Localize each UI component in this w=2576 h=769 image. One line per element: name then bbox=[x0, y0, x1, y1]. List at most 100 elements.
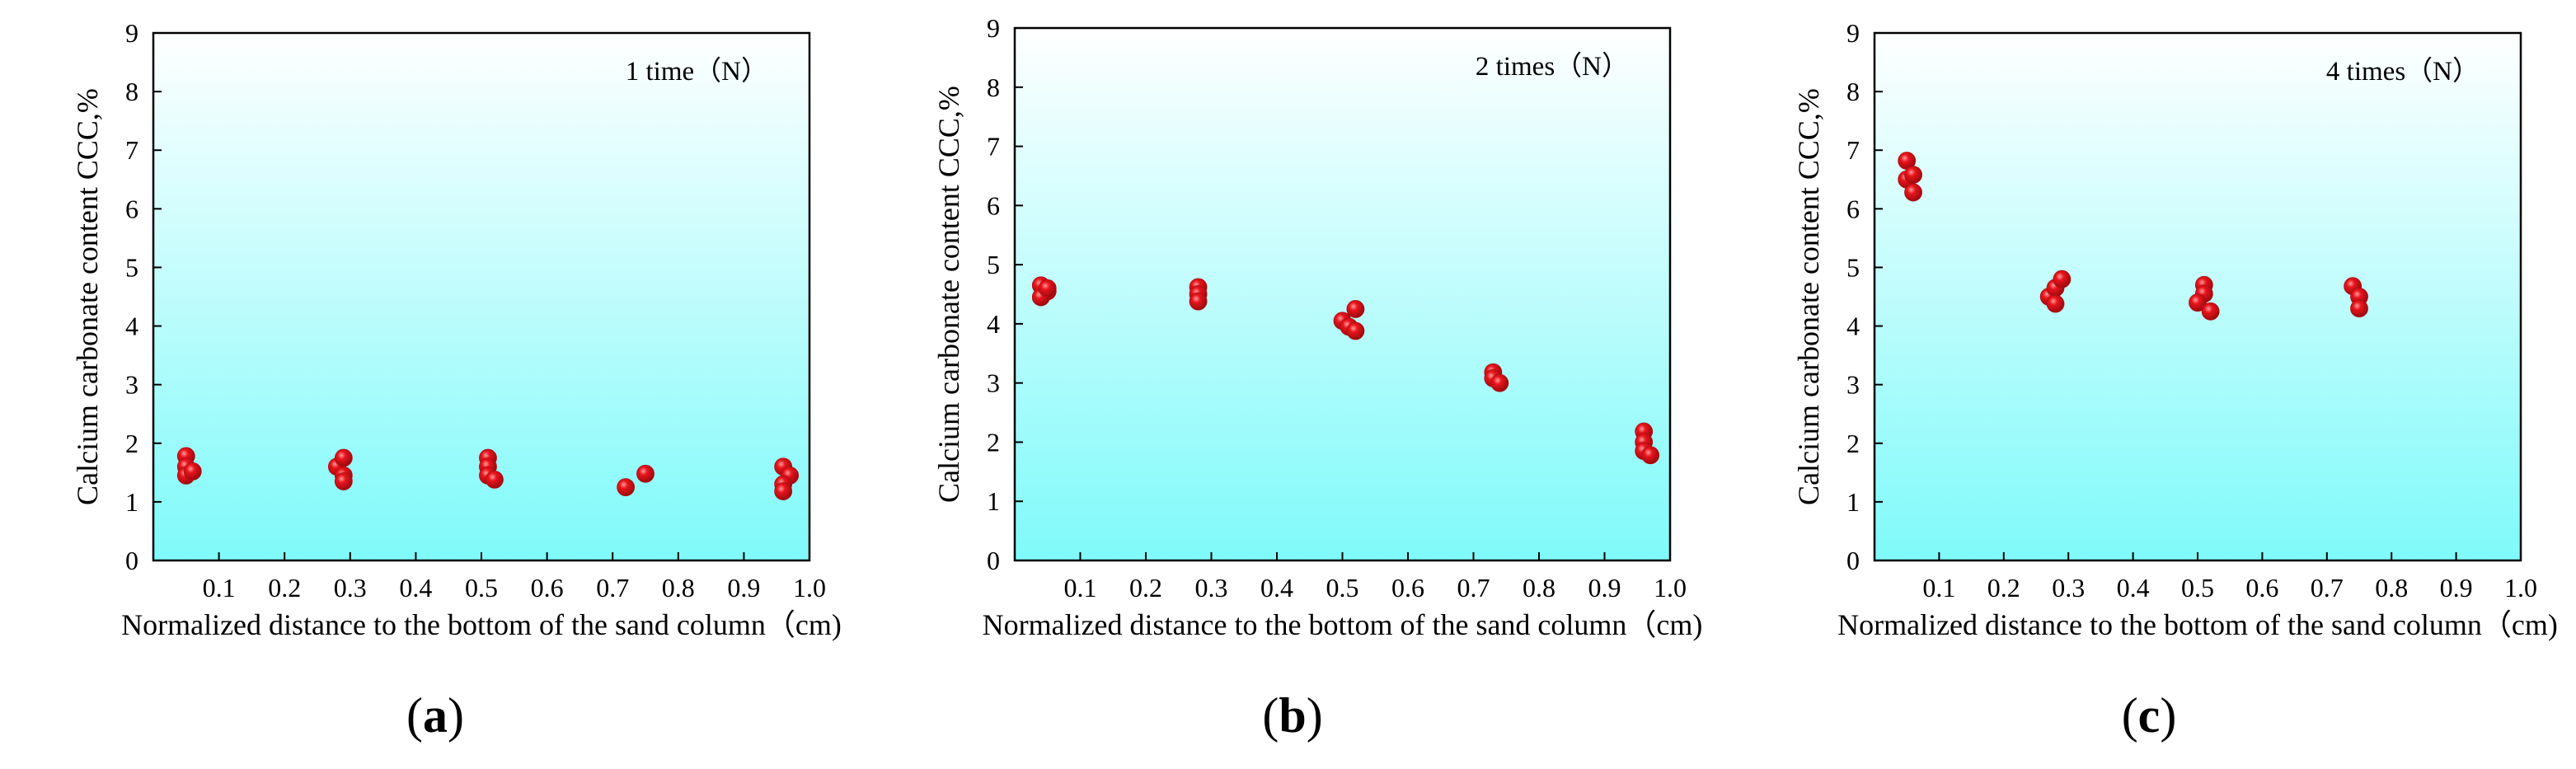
data-point bbox=[1904, 166, 1922, 184]
panel-label: (b) bbox=[1262, 688, 1322, 743]
y-tick-label: 4 bbox=[987, 309, 1000, 339]
x-tick-label: 0.3 bbox=[334, 573, 367, 603]
data-points bbox=[1898, 152, 2368, 321]
panel-c: 0 1 2 3 4 5 6 7 8 9 0.1 0.2 0.3 0.4 0.5 0.6 0.7 0.8 0.9 1.0… bbox=[1792, 18, 2558, 743]
x-axis-ticks: 0.1 0.2 0.3 0.4 0.5 0.6 0.7 0.8 0.9 1.0 bbox=[1064, 552, 1687, 603]
y-tick-label: 8 bbox=[125, 77, 138, 106]
x-tick-label: 0.4 bbox=[2117, 573, 2150, 603]
y-tick-label: 6 bbox=[987, 190, 1000, 220]
y-tick-label: 7 bbox=[987, 132, 1000, 162]
plot-area bbox=[1015, 28, 1670, 560]
x-tick-label: 0.3 bbox=[1195, 573, 1228, 603]
panel-label-close: ) bbox=[2160, 688, 2176, 743]
y-tick-label: 2 bbox=[1846, 429, 1860, 458]
x-tick-label: 0.1 bbox=[1922, 573, 1955, 603]
x-axis-title: Normalized distance to the bottom of the… bbox=[1837, 608, 2558, 641]
y-tick-label: 5 bbox=[1846, 252, 1860, 282]
y-tick-label: 4 bbox=[125, 312, 138, 341]
x-axis-title: Normalized distance to the bottom of the… bbox=[121, 608, 842, 641]
x-tick-label: 0.9 bbox=[2440, 573, 2473, 603]
y-tick-label: 4 bbox=[1846, 312, 1860, 341]
y-tick-label: 1 bbox=[125, 487, 138, 517]
data-point bbox=[1189, 292, 1208, 311]
data-point bbox=[1904, 183, 1922, 202]
data-points bbox=[1031, 276, 1660, 465]
panel-label-open: ( bbox=[2122, 688, 2138, 743]
plot-frame bbox=[1013, 26, 1672, 562]
panel-label: (a) bbox=[406, 688, 464, 743]
data-point bbox=[183, 462, 202, 481]
panel-label-close: ) bbox=[1307, 688, 1323, 743]
y-axis-ticks: 0 1 2 3 4 5 6 7 8 9 bbox=[125, 18, 162, 575]
x-tick-label: 0.2 bbox=[268, 573, 301, 603]
y-tick-label: 3 bbox=[125, 370, 138, 400]
x-tick-label: 0.8 bbox=[1523, 573, 1555, 603]
x-tick-label: 0.6 bbox=[2245, 573, 2278, 603]
data-point bbox=[334, 448, 353, 467]
panel-label: (c) bbox=[2122, 688, 2177, 743]
x-tick-label: 0.1 bbox=[203, 573, 236, 603]
y-tick-label: 5 bbox=[987, 250, 1000, 279]
panel-label-letter: a bbox=[423, 688, 448, 743]
x-tick-label: 0.9 bbox=[727, 573, 760, 603]
x-tick-label: 0.2 bbox=[1987, 573, 2020, 603]
y-tick-label: 7 bbox=[125, 135, 138, 165]
x-tick-label: 0.2 bbox=[1129, 573, 1162, 603]
panel-label-open: ( bbox=[406, 688, 423, 743]
y-axis-ticks: 0 1 2 3 4 5 6 7 8 9 bbox=[987, 13, 1023, 575]
data-point bbox=[486, 470, 504, 489]
x-tick-label: 0.8 bbox=[2375, 573, 2408, 603]
y-tick-label: 9 bbox=[125, 18, 138, 48]
x-tick-label: 0.5 bbox=[465, 573, 498, 603]
data-point bbox=[1346, 300, 1365, 318]
y-axis-title: Calcium carbonate content CCC,% bbox=[71, 88, 104, 505]
data-point bbox=[636, 464, 655, 483]
x-axis-ticks: 0.1 0.2 0.3 0.4 0.5 0.6 0.7 0.8 0.9 1.0 bbox=[203, 552, 826, 603]
x-tick-label: 0.3 bbox=[2052, 573, 2085, 603]
x-tick-label: 0.5 bbox=[1326, 573, 1359, 603]
x-tick-label: 1.0 bbox=[1654, 573, 1687, 603]
y-tick-label: 3 bbox=[987, 368, 1000, 398]
data-point bbox=[1038, 279, 1057, 298]
data-point bbox=[1346, 321, 1365, 340]
data-point bbox=[1641, 446, 1660, 465]
y-tick-label: 0 bbox=[987, 546, 1000, 575]
data-point bbox=[2201, 302, 2220, 321]
data-point bbox=[2046, 294, 2065, 313]
y-tick-label: 5 bbox=[125, 252, 138, 282]
y-tick-label: 6 bbox=[1846, 194, 1860, 223]
panel-title: 4 times（N） bbox=[2326, 57, 2480, 87]
x-tick-label: 0.8 bbox=[662, 573, 695, 603]
plot-frame bbox=[152, 31, 811, 562]
data-point bbox=[334, 472, 353, 490]
y-tick-label: 8 bbox=[1846, 77, 1860, 106]
data-points bbox=[176, 447, 800, 500]
data-point bbox=[2189, 293, 2207, 312]
data-point bbox=[1490, 373, 1509, 392]
data-point bbox=[2053, 270, 2072, 288]
y-tick-label: 8 bbox=[987, 73, 1000, 102]
y-axis-title: Calcium carbonate content CCC,% bbox=[1792, 88, 1825, 505]
y-tick-label: 3 bbox=[1846, 370, 1860, 400]
x-axis-ticks: 0.1 0.2 0.3 0.4 0.5 0.6 0.7 0.8 0.9 1.0 bbox=[1922, 552, 2537, 603]
y-tick-label: 1 bbox=[1846, 487, 1860, 517]
y-tick-label: 9 bbox=[987, 13, 1000, 43]
data-point bbox=[617, 478, 636, 497]
panel-label-letter: c bbox=[2138, 688, 2161, 743]
y-tick-label: 7 bbox=[1846, 135, 1860, 165]
y-axis-title: Calcium carbonate content CCC,% bbox=[932, 86, 965, 503]
panel-title: 2 times（N） bbox=[1476, 52, 1629, 82]
x-tick-label: 0.7 bbox=[596, 573, 629, 603]
x-tick-label: 0.7 bbox=[1457, 573, 1490, 603]
y-axis-ticks: 0 1 2 3 4 5 6 7 8 9 bbox=[1846, 18, 1883, 575]
x-tick-label: 0.7 bbox=[2311, 573, 2344, 603]
data-point bbox=[774, 482, 793, 500]
x-tick-label: 0.9 bbox=[1588, 573, 1621, 603]
x-tick-label: 0.4 bbox=[399, 573, 432, 603]
y-tick-label: 0 bbox=[125, 546, 138, 575]
y-tick-label: 9 bbox=[1846, 18, 1860, 48]
y-tick-label: 2 bbox=[987, 427, 1000, 457]
y-tick-label: 0 bbox=[1846, 546, 1860, 575]
y-tick-label: 6 bbox=[125, 194, 138, 223]
